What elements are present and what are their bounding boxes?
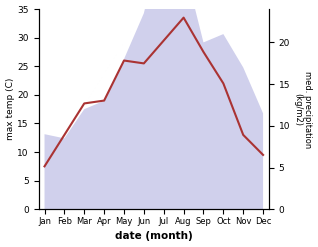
Y-axis label: max temp (C): max temp (C) [5, 78, 15, 140]
X-axis label: date (month): date (month) [115, 231, 193, 242]
Y-axis label: med. precipitation
(kg/m2): med. precipitation (kg/m2) [293, 71, 313, 148]
